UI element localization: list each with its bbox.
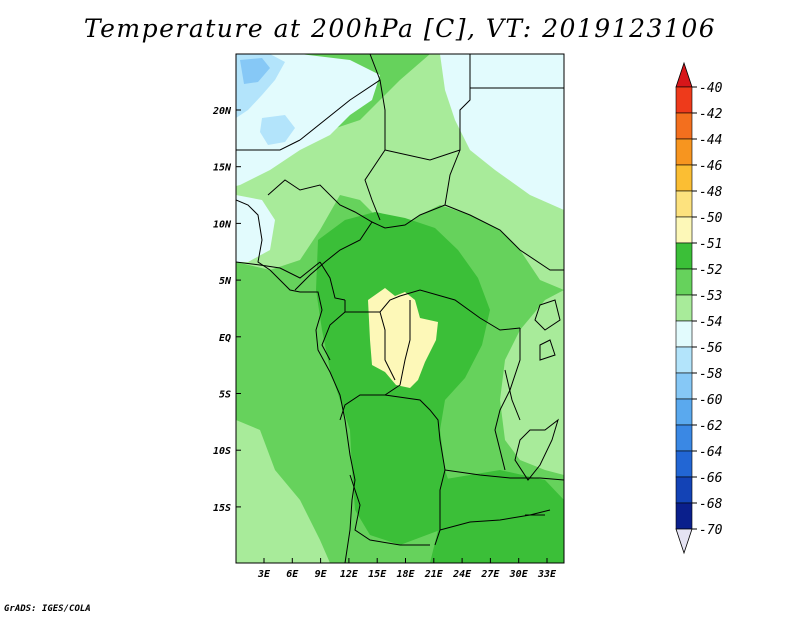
field-c56-west [236,195,275,262]
colorbar-bin [675,216,693,244]
map-frame [235,53,565,564]
field-c58-nw2 [260,115,295,145]
lat-tick-label: 5S [219,390,231,401]
colorbar-bottom-triangle [675,528,693,555]
field-c56-northeast [440,54,564,210]
field-c56-sahara [236,54,380,186]
colorbar-label: -46 [699,159,723,174]
field-c54-southwest [236,420,330,563]
lat-tick-label: EQ [219,333,231,344]
lon-tick-label: 9E [315,569,328,580]
country-borders [236,54,564,546]
colorbar-label: -51 [699,237,722,252]
lat-tick-label: 20N [212,106,232,117]
lon-tick-label: 12E [340,569,359,580]
lon-tick-label: 15E [368,569,387,580]
colorbar-label: -58 [699,367,723,382]
field-c51-core [368,288,438,388]
colorbar-label: -53 [699,289,722,304]
colorbar: -40 -42 -44 -46 -48 -50 -51 -52 -53 -54 -56 -58 -60 -… [675,61,723,555]
coastline [236,199,561,563]
colorbar-bin [675,268,693,296]
grads-credit: GrADS: IGES/COLA [4,604,91,614]
field-c60-nw [240,58,270,84]
field-c52-south [430,470,564,563]
lon-tick-label: 30E [509,569,529,580]
lon-tick-label: 33E [537,569,557,580]
colorbar-bin [675,424,693,452]
colorbar-top-triangle [675,61,693,88]
chart-title: Temperature at 200hPa [C], VT: 201912310… [83,14,717,43]
colorbar-bin [675,372,693,400]
colorbar-bin [675,398,693,426]
longitude-axis: 3E 6E 9E 12E 15E 18E 21E 24E 27E 30E 33E [257,558,557,580]
colorbar-label: -50 [699,211,723,226]
colorbar-bin [675,164,693,192]
colorbar-label: -40 [699,81,723,96]
lon-tick-label: 27E [480,569,500,580]
colorbar-bin [675,138,693,166]
colorbar-label: -44 [699,133,722,148]
colorbar-bin [675,476,693,504]
colorbar-label: -52 [699,263,723,278]
colorbar-bin [675,86,693,114]
colorbar-bin [675,112,693,140]
lon-tick-label: 24E [452,569,472,580]
lat-tick-label: 15S [213,503,231,514]
colorbar-label: -68 [699,497,723,512]
field-c54-east [500,290,564,475]
colorbar-label: -56 [699,341,723,356]
colorbar-label: -42 [699,107,723,122]
lat-tick-label: 10S [213,446,231,457]
colorbar-label: -54 [699,315,722,330]
colorbar-label: -62 [699,419,723,434]
colorbar-bin [675,346,693,374]
lon-tick-label: 6E [286,569,299,580]
colorbar-bin [675,502,693,530]
colorbar-bin [675,320,693,348]
temperature-field [236,54,564,563]
lat-tick-label: 5N [219,276,232,287]
lat-tick-label: 15N [213,163,232,174]
colorbar-bin [675,450,693,478]
colorbar-bin [675,242,693,270]
colorbar-bin [675,294,693,322]
colorbar-bin [675,190,693,218]
latitude-axis: 20N 15N 10N 5N EQ 5S 10S 15S [212,106,241,514]
colorbar-label: -60 [699,393,723,408]
lat-tick-label: 10N [213,219,232,230]
colorbar-label: -70 [699,523,723,538]
colorbar-label: -48 [699,185,723,200]
lon-tick-label: 21E [424,569,444,580]
colorbar-label: -66 [699,471,723,486]
colorbar-label: -64 [699,445,722,460]
lon-tick-label: 18E [396,569,415,580]
lon-tick-label: 3E [257,569,271,580]
